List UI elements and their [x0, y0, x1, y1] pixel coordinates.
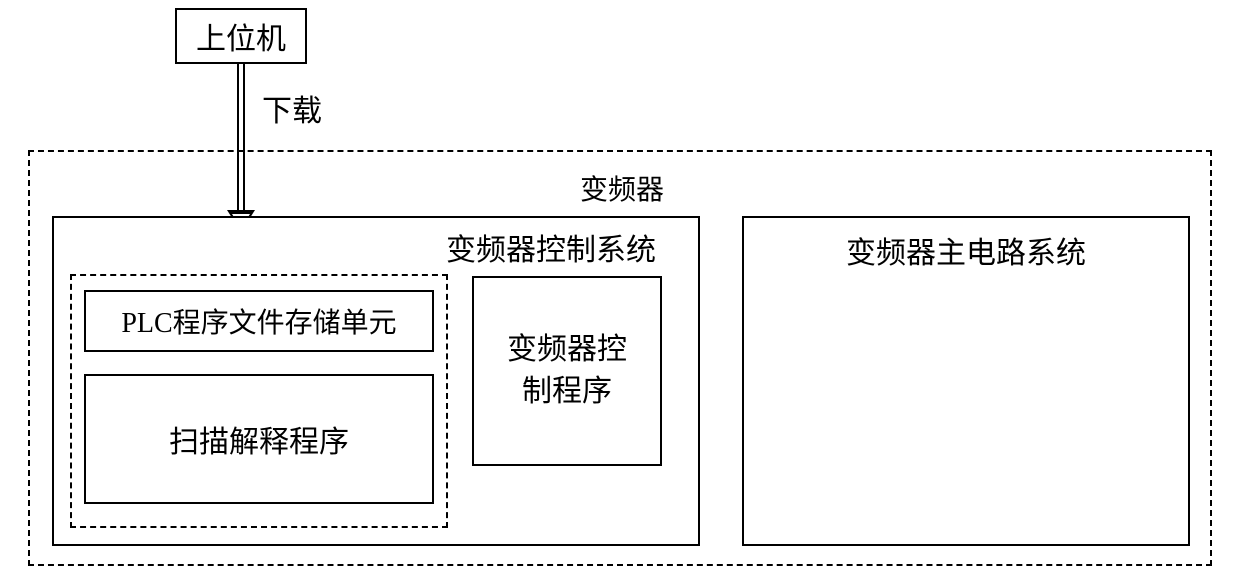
- plc-storage-unit: PLC程序文件存储单元: [84, 290, 434, 352]
- scan-interpret-program: 扫描解释程序: [84, 374, 434, 504]
- inverter-control-program: 变频器控制程序: [472, 276, 662, 466]
- host-computer-node: 上位机: [175, 8, 307, 64]
- inverter-control-system-label: 变频器控制系统: [446, 225, 656, 269]
- inverter-main-circuit-system: 变频器主电路系统: [742, 216, 1190, 546]
- download-arrow-label: 下载: [262, 86, 322, 130]
- inverter-label: 变频器: [580, 168, 664, 208]
